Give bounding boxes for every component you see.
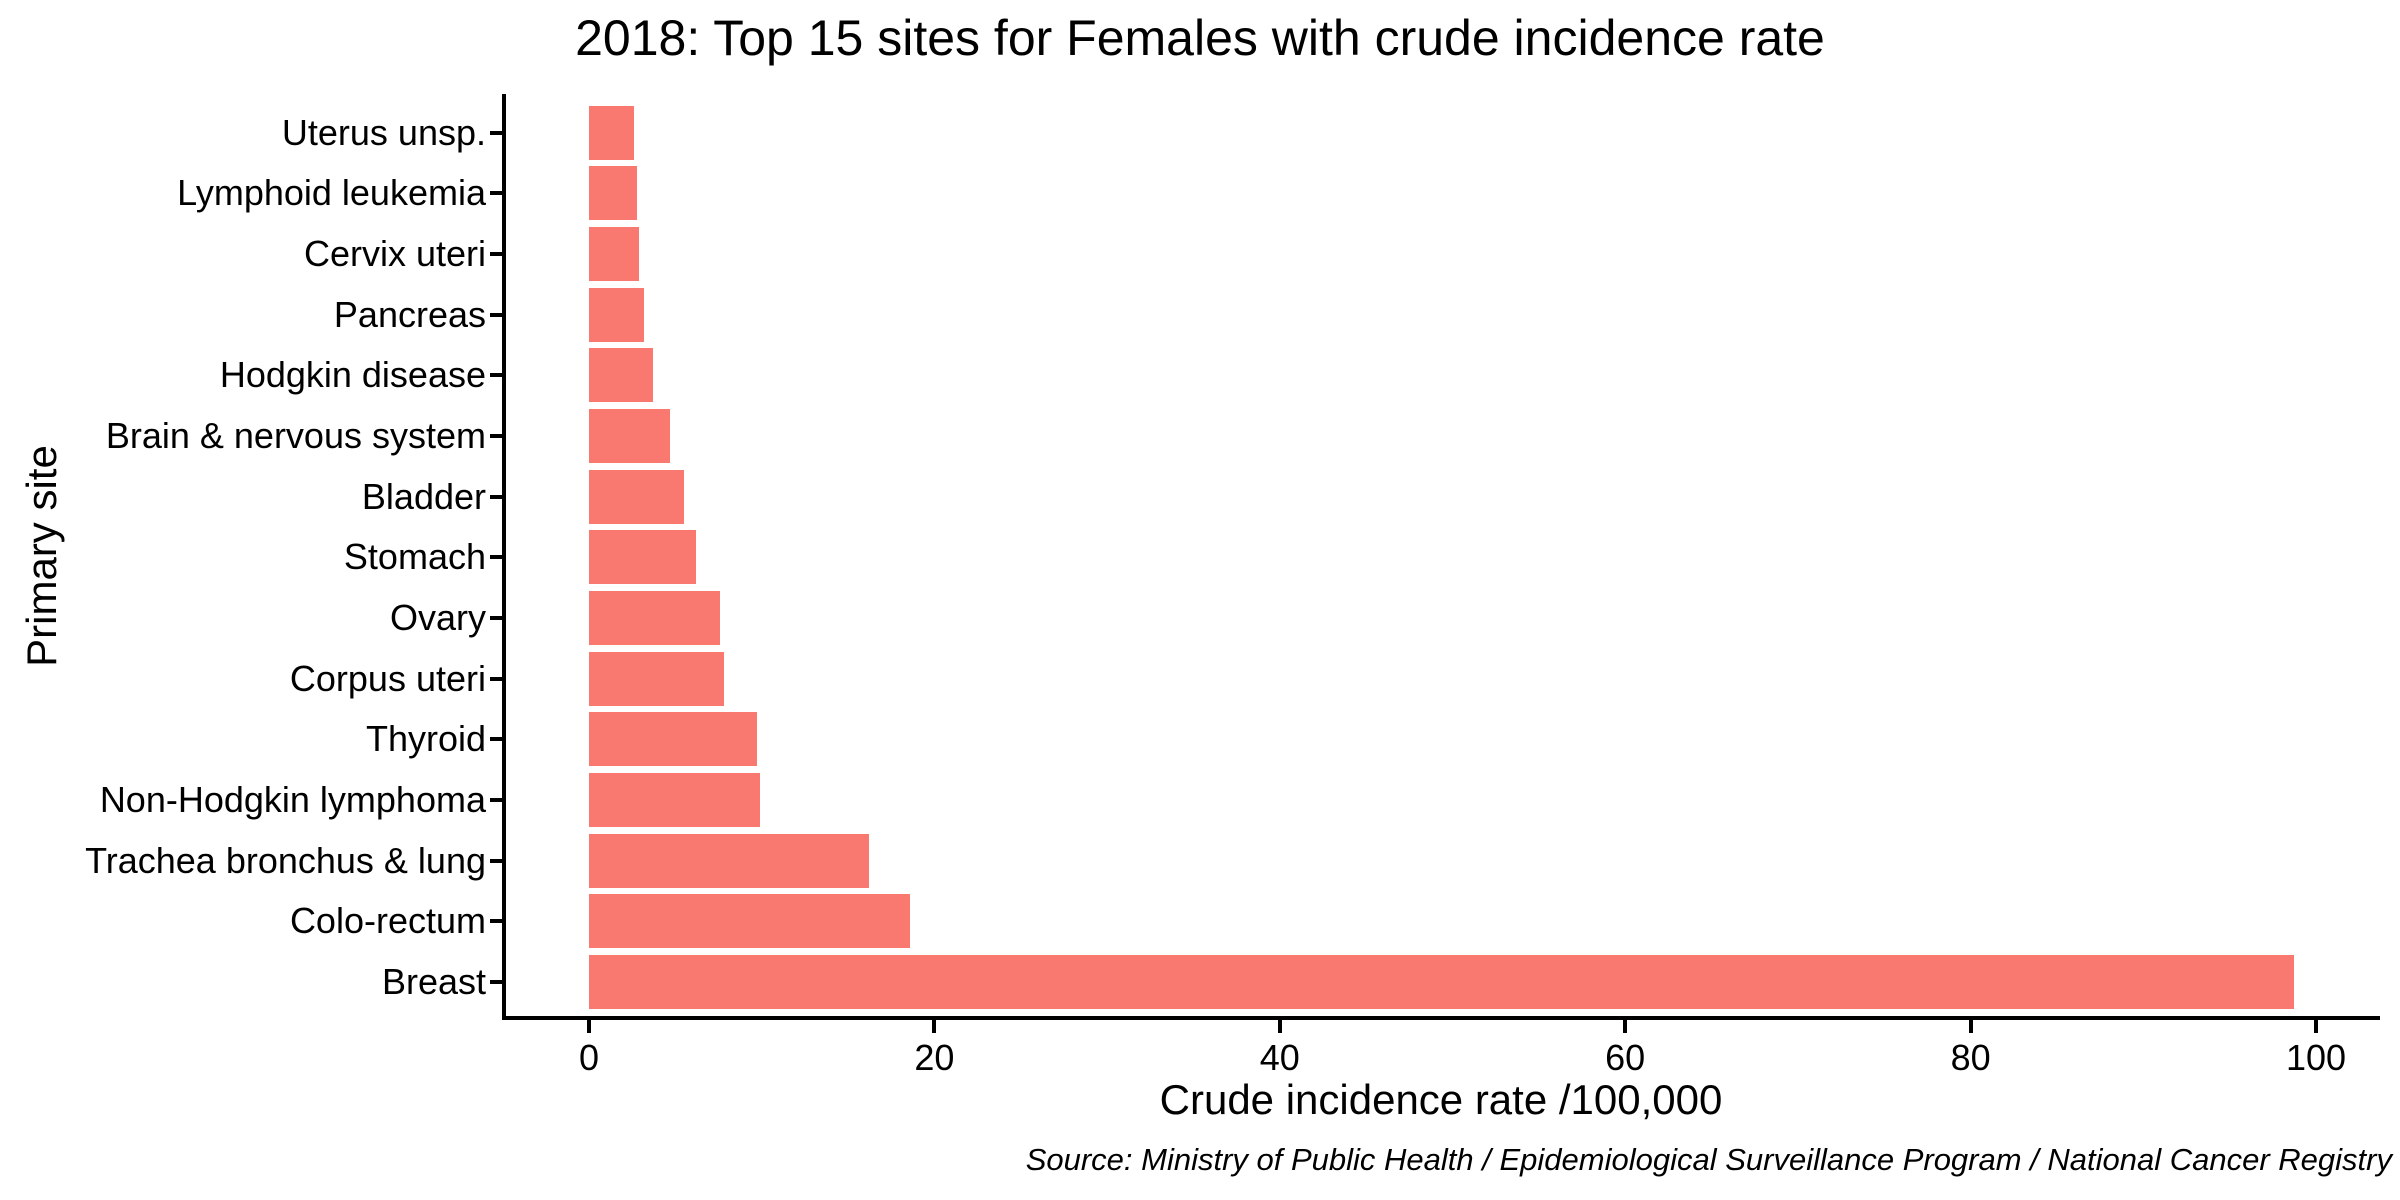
y-tick-mark xyxy=(490,130,503,135)
bar-pancreas xyxy=(589,287,645,342)
y-tick-label: Brain & nervous system xyxy=(105,415,486,456)
bar-corpus-uteri xyxy=(589,651,724,706)
y-tick-mark xyxy=(490,494,503,499)
source-note: Source: Ministry of Public Health / Epid… xyxy=(1025,1142,2392,1177)
bar-trachea-bronchus-lung xyxy=(589,833,869,888)
x-tick-mark xyxy=(1968,1020,1973,1033)
y-tick-label: Hodgkin disease xyxy=(219,354,486,396)
y-tick-mark xyxy=(490,615,503,620)
y-tick-label: Ovary xyxy=(389,596,486,638)
x-tick-label: 60 xyxy=(1605,1037,1646,1078)
bar-non-hodgkin-lymphoma xyxy=(589,772,760,827)
y-tick-mark xyxy=(490,312,503,317)
y-tick-mark xyxy=(490,737,503,742)
y-tick-mark xyxy=(490,373,503,378)
y-tick-label: Lymphoid leukemia xyxy=(177,172,486,214)
bar-hodgkin-disease xyxy=(589,348,653,403)
bar-thyroid xyxy=(589,712,757,767)
x-tick-mark xyxy=(2314,1020,2318,1033)
y-axis-line xyxy=(502,94,506,1020)
x-tick-label: 80 xyxy=(1950,1037,1991,1078)
y-tick-label: Thyroid xyxy=(365,718,486,760)
y-tick-mark xyxy=(490,858,503,863)
y-tick-mark xyxy=(490,797,503,802)
x-tick-label: 0 xyxy=(578,1037,600,1078)
y-tick-label: Colo-rectum xyxy=(289,900,486,942)
y-tick-label: Bladder xyxy=(361,475,486,517)
x-tick-mark xyxy=(587,1020,591,1033)
y-tick-label: Trachea bronchus & lung xyxy=(85,839,486,881)
y-tick-label: Corpus uteri xyxy=(289,657,486,699)
x-tick-mark xyxy=(932,1020,937,1033)
y-tick-mark xyxy=(490,676,503,681)
bar-breast xyxy=(589,954,2294,1009)
x-tick-label: 40 xyxy=(1259,1037,1300,1078)
bar-cervix-uteri xyxy=(589,227,640,282)
x-tick-mark xyxy=(1277,1020,1282,1033)
y-tick-label: Pancreas xyxy=(333,293,486,335)
y-tick-mark xyxy=(490,979,503,984)
y-tick-label: Breast xyxy=(381,960,486,1002)
y-tick-mark xyxy=(490,434,503,438)
bar-ovary xyxy=(589,590,721,645)
y-tick-label: Cervix uteri xyxy=(303,233,486,275)
x-axis-title: Crude incidence rate /100,000 xyxy=(1159,1076,1723,1123)
y-tick-label: Uterus unsp. xyxy=(281,111,486,153)
chart-title: 2018: Top 15 sites for Females with crud… xyxy=(575,10,1825,66)
x-axis-line xyxy=(502,1016,2380,1020)
bar-uterus-unsp xyxy=(589,105,634,160)
y-tick-mark xyxy=(490,919,503,924)
y-tick-label: Stomach xyxy=(343,536,486,578)
bar-stomach xyxy=(589,530,697,585)
y-tick-mark xyxy=(490,555,503,560)
y-tick-mark xyxy=(490,252,503,257)
bar-brain-nervous-system xyxy=(589,409,671,463)
x-tick-label: 100 xyxy=(2285,1037,2347,1078)
bar-colo-rectum xyxy=(589,894,911,949)
bar-bladder xyxy=(589,469,684,524)
x-tick-mark xyxy=(1623,1020,1628,1033)
x-tick-label: 20 xyxy=(914,1037,955,1078)
y-tick-mark xyxy=(490,191,503,196)
y-tick-label: Non-Hodgkin lymphoma xyxy=(99,778,486,820)
bar-lymphoid-leukemia xyxy=(589,166,638,221)
